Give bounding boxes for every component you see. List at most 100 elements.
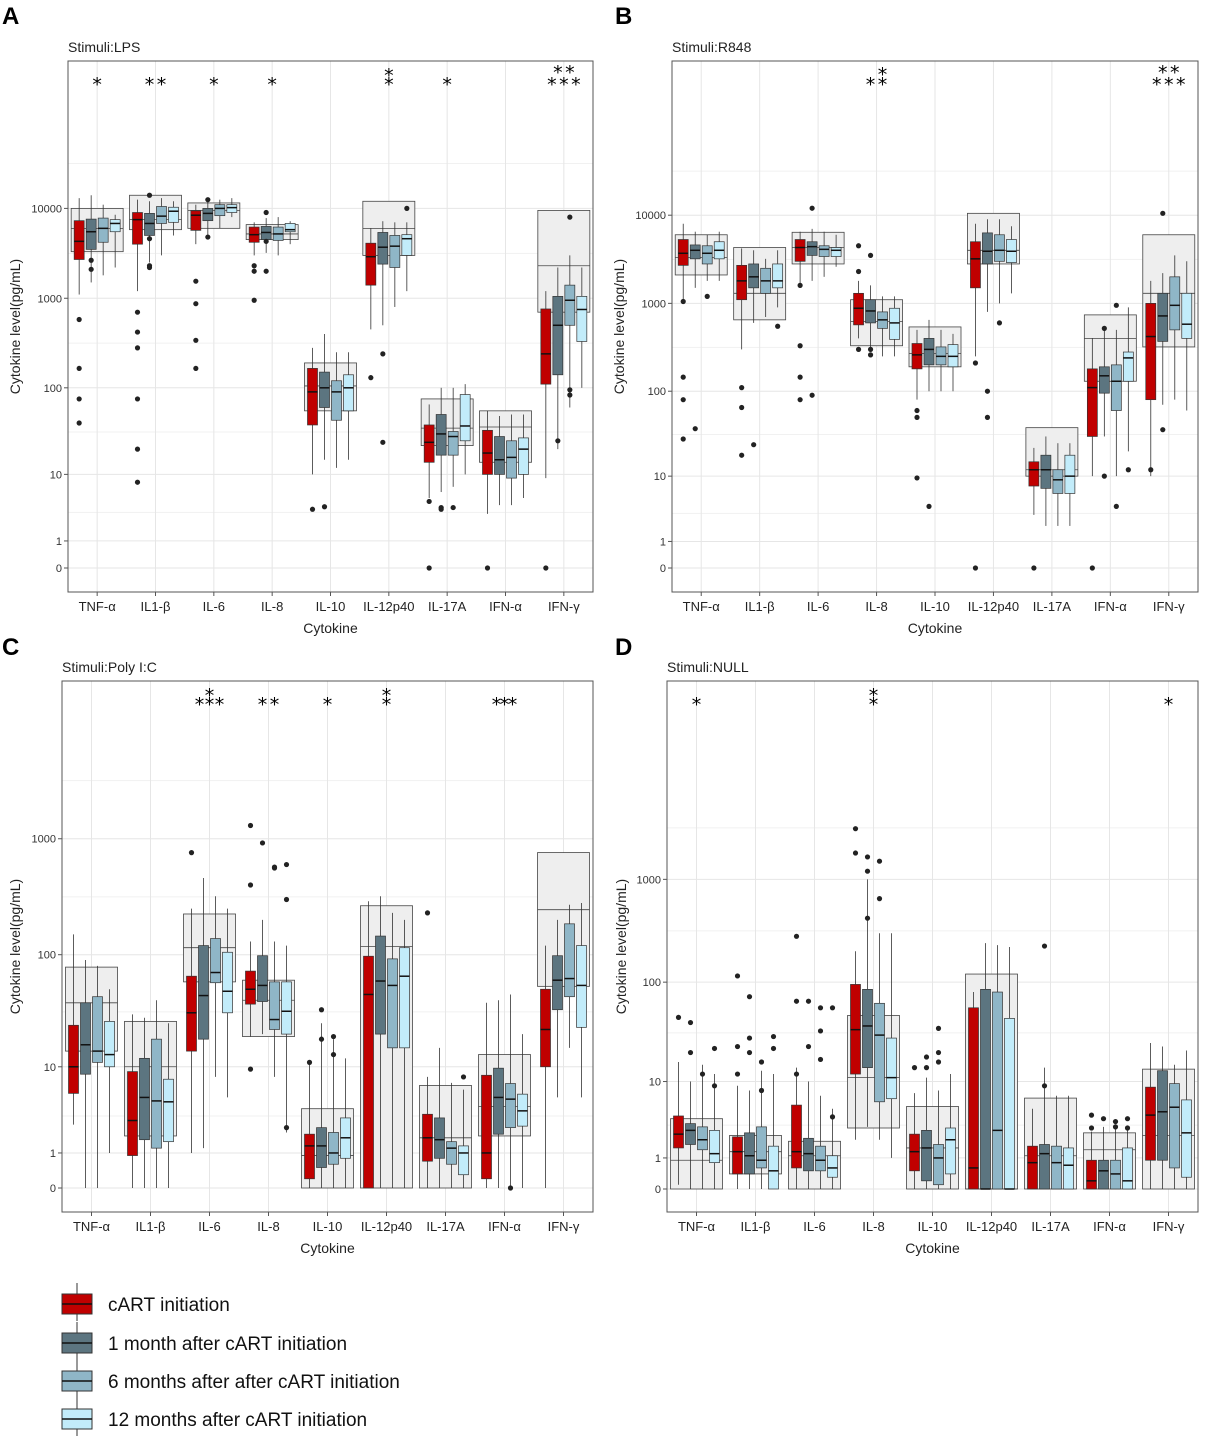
category-group	[733, 247, 787, 458]
outlier-point	[687, 1049, 694, 1056]
x-tick-label: IL-10	[918, 1219, 948, 1234]
outlier-point	[984, 388, 991, 394]
outlier-point	[484, 565, 491, 571]
x-tick-label: IL-6	[198, 1219, 220, 1234]
box-2	[1157, 1070, 1168, 1161]
box-3	[564, 923, 575, 998]
box-3	[328, 1132, 339, 1165]
significance-star: *	[145, 74, 155, 96]
outlier-point	[817, 1005, 824, 1011]
outlier-point	[146, 264, 153, 271]
y-tick-label: 1000	[642, 298, 666, 310]
outlier-point	[567, 214, 573, 220]
outlier-point	[855, 243, 862, 249]
box-4	[104, 1021, 115, 1068]
box-2	[744, 1132, 755, 1175]
x-tick-label: IL-6	[203, 599, 225, 614]
box-2	[980, 989, 991, 1190]
outlier-point	[134, 396, 141, 402]
category-group	[908, 319, 962, 509]
box-4	[284, 223, 296, 233]
box-3	[505, 1083, 516, 1128]
outlier-point	[923, 1065, 930, 1071]
outlier-point	[935, 1025, 942, 1031]
box-3	[933, 1144, 944, 1186]
outlier-point	[797, 374, 803, 380]
x-tick-label: IL-12p40	[361, 1219, 412, 1234]
x-tick-label: TNF-α	[683, 599, 721, 614]
outlier-point	[251, 268, 257, 274]
box-4	[343, 374, 354, 412]
significance-star: *	[1170, 62, 1180, 84]
y-tick-label: 1	[655, 1153, 661, 1165]
category-group	[1083, 1112, 1136, 1190]
significance-star: *	[258, 694, 268, 716]
legend: cART initiation 1 month after cART initia…	[61, 1283, 400, 1436]
outlier-point	[711, 1083, 718, 1089]
outlier-point	[911, 1065, 918, 1071]
category-group: * * **	[183, 685, 236, 1153]
outlier-point	[380, 351, 386, 357]
category-group: *	[670, 694, 723, 1190]
category-group	[791, 205, 845, 403]
outlier-point	[855, 346, 862, 352]
box-1	[304, 1133, 315, 1180]
outlier-point	[1113, 503, 1119, 509]
plot-border	[671, 60, 1199, 593]
outlier-point	[972, 360, 979, 366]
outlier-point	[330, 1033, 337, 1040]
outlier-point	[247, 882, 254, 888]
outlier-point	[1101, 473, 1107, 479]
outlier-point	[864, 915, 871, 921]
box-1	[732, 1136, 743, 1175]
outlier-point	[914, 414, 920, 420]
box-4	[576, 945, 587, 1028]
box-3	[1110, 364, 1122, 411]
outlier-point	[1031, 565, 1037, 571]
outlier-point	[914, 407, 920, 414]
outlier-point	[704, 293, 710, 299]
outlier-point	[368, 375, 374, 381]
outlier-point	[283, 861, 290, 868]
box-3	[331, 380, 342, 421]
plot-border	[666, 680, 1199, 1213]
significance-star: *	[205, 694, 215, 716]
outlier-point	[867, 352, 874, 358]
box-2	[1157, 292, 1169, 342]
box-3	[564, 284, 576, 326]
box-1	[245, 970, 256, 1005]
outlier-point	[543, 565, 549, 571]
outlier-point	[450, 504, 456, 511]
overall-box	[537, 209, 591, 313]
outlier-point	[1089, 565, 1095, 571]
outlier-point	[263, 238, 269, 244]
box-4	[168, 206, 179, 223]
box-3	[1051, 1145, 1062, 1190]
significance-star: *	[1152, 74, 1162, 96]
panel-d: D Stimuli:NULL 0 1 10 100 1000 * TNF-α IL1-β IL-6 *…	[613, 634, 1199, 1256]
box-4	[1004, 1018, 1015, 1190]
outlier-point	[1100, 1116, 1107, 1122]
outlier-point	[1088, 1112, 1095, 1118]
x-tick-label: IFN-α	[1094, 599, 1127, 614]
category-group: *	[70, 74, 124, 426]
outlier-point	[1125, 467, 1131, 473]
significance-star: *	[205, 685, 215, 707]
outlier-point	[734, 1043, 741, 1050]
box-3	[818, 245, 830, 257]
outlier-point	[193, 301, 199, 307]
box-4	[163, 1078, 174, 1143]
outlier-point	[321, 504, 328, 510]
outlier-point	[984, 414, 991, 420]
outlier-point	[1088, 1125, 1095, 1131]
category-group: *	[301, 694, 354, 1189]
box-3	[97, 217, 109, 243]
box-4	[576, 296, 588, 342]
category-group	[65, 934, 118, 1188]
x-tick-label: IFN-γ	[548, 599, 580, 614]
box-2	[921, 1130, 932, 1182]
outlier-point	[734, 1071, 741, 1077]
outlier-point	[567, 387, 573, 393]
box-4	[1063, 1147, 1074, 1190]
outlier-point	[426, 498, 432, 505]
